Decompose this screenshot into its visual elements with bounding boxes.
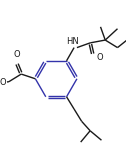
Text: O: O — [97, 53, 103, 62]
Text: O: O — [0, 78, 6, 87]
Text: O: O — [13, 50, 20, 59]
Text: HN: HN — [66, 37, 79, 46]
